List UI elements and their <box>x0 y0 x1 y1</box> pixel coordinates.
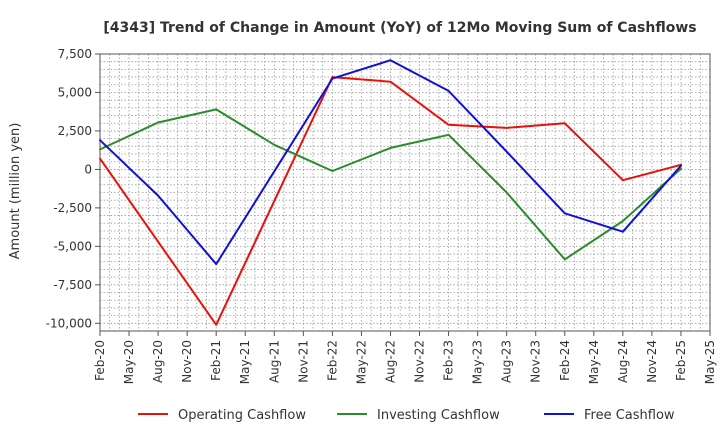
series-lines <box>99 59 682 326</box>
x-tick-label: Feb-21 <box>209 340 223 381</box>
plot-frame <box>99 53 711 332</box>
y-tick-label: 7,500 <box>58 47 92 61</box>
x-tick-label: Aug-21 <box>267 340 281 383</box>
y-tick-label: 5,000 <box>58 85 92 99</box>
x-tick-label: Nov-21 <box>296 340 310 383</box>
x-tick-label: May-20 <box>122 340 136 384</box>
y-tick-label: -5,000 <box>53 239 92 253</box>
series-line-free-cashflow <box>99 59 682 266</box>
x-tick-label: Nov-22 <box>413 340 427 383</box>
x-tick-label: Aug-23 <box>500 340 514 383</box>
x-tick-label: Nov-20 <box>180 340 194 383</box>
y-tick-label: -7,500 <box>53 278 92 292</box>
x-tick-label: Nov-23 <box>529 340 543 383</box>
legend: Operating Cashflow Investing Cashflow Free… <box>138 408 675 423</box>
x-tick-label: May-21 <box>238 340 252 384</box>
x-axis: Feb-20 May-20 Aug-20 Nov-20 Feb-21 May-21 Aug-… <box>93 331 717 384</box>
x-tick-label: Feb-23 <box>442 340 456 381</box>
x-tick-label: May-24 <box>587 340 601 384</box>
x-tick-label: Feb-20 <box>93 340 107 381</box>
y-tick-label: -2,500 <box>53 201 92 215</box>
y-tick-label: 0 <box>84 162 92 176</box>
y-axis: 7,500 5,000 2,500 0 -2,500 -5,000 -7,500 -10,00… <box>46 47 100 330</box>
x-tick-label: May-25 <box>703 340 717 384</box>
legend-label-operating-cashflow: Operating Cashflow <box>178 408 306 423</box>
series-line-investing-cashflow <box>99 108 682 261</box>
x-tick-label: Nov-24 <box>645 340 659 383</box>
x-tick-label: May-22 <box>354 340 368 384</box>
series-line-operating-cashflow <box>99 76 682 326</box>
x-tick-label: Feb-25 <box>674 340 688 381</box>
chart-title: [4343] Trend of Change in Amount (YoY) o… <box>103 20 696 36</box>
y-tick-label: 2,500 <box>58 124 92 138</box>
x-tick-label: Aug-22 <box>383 340 397 383</box>
x-tick-label: May-23 <box>471 340 485 384</box>
legend-label-free-cashflow: Free Cashflow <box>584 408 675 423</box>
y-tick-label: -10,000 <box>46 316 92 330</box>
x-tick-label: Aug-20 <box>151 340 165 383</box>
x-tick-label: Feb-22 <box>325 340 339 381</box>
y-axis-label: Amount (million yen) <box>8 123 23 260</box>
x-tick-label: Aug-24 <box>616 340 630 383</box>
x-tick-label: Feb-24 <box>558 340 572 381</box>
legend-label-investing-cashflow: Investing Cashflow <box>377 408 500 423</box>
